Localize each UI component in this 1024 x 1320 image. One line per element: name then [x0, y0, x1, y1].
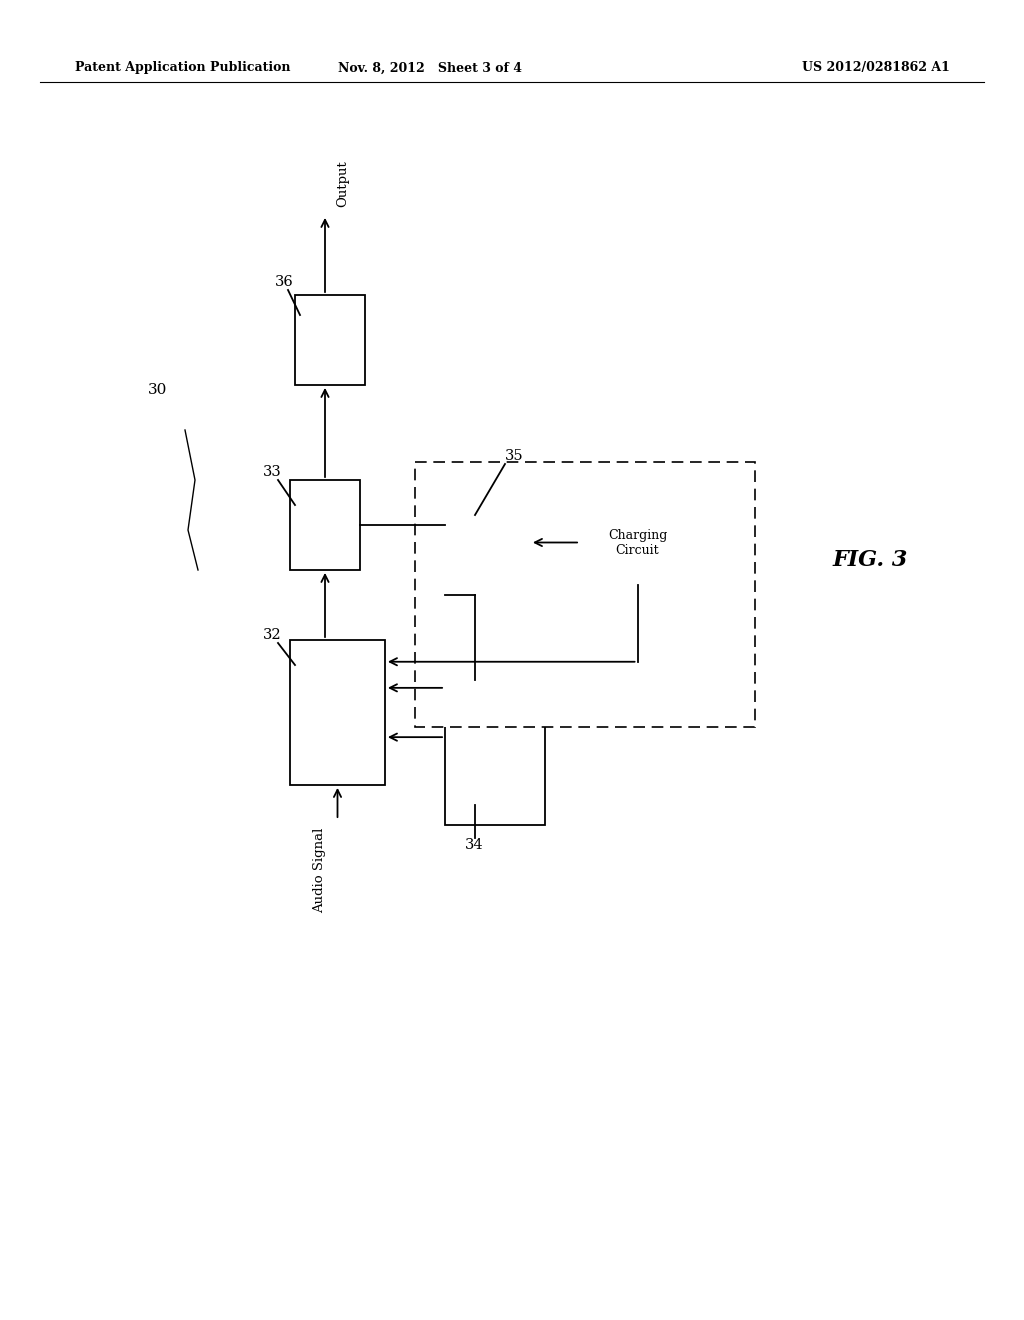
Text: 35: 35	[505, 449, 523, 463]
Text: 33: 33	[263, 465, 282, 479]
Text: 30: 30	[148, 383, 167, 397]
Bar	[295, 294, 365, 385]
Text: Nov. 8, 2012   Sheet 3 of 4: Nov. 8, 2012 Sheet 3 of 4	[338, 62, 522, 74]
Text: 36: 36	[275, 275, 294, 289]
Text: Patent Application Publication: Patent Application Publication	[75, 62, 291, 74]
Bar	[445, 680, 545, 825]
Text: FIG. 3: FIG. 3	[833, 549, 907, 572]
Bar	[445, 506, 530, 595]
Bar	[290, 640, 385, 785]
Text: 34: 34	[465, 838, 483, 851]
Text: Charging
Circuit: Charging Circuit	[608, 528, 668, 557]
Bar	[580, 500, 695, 585]
Bar	[415, 462, 755, 727]
Text: Audio Signal: Audio Signal	[313, 828, 326, 912]
Text: US 2012/0281862 A1: US 2012/0281862 A1	[802, 62, 950, 74]
Text: Output: Output	[337, 160, 349, 207]
Text: 32: 32	[263, 628, 282, 642]
Bar	[290, 480, 360, 570]
